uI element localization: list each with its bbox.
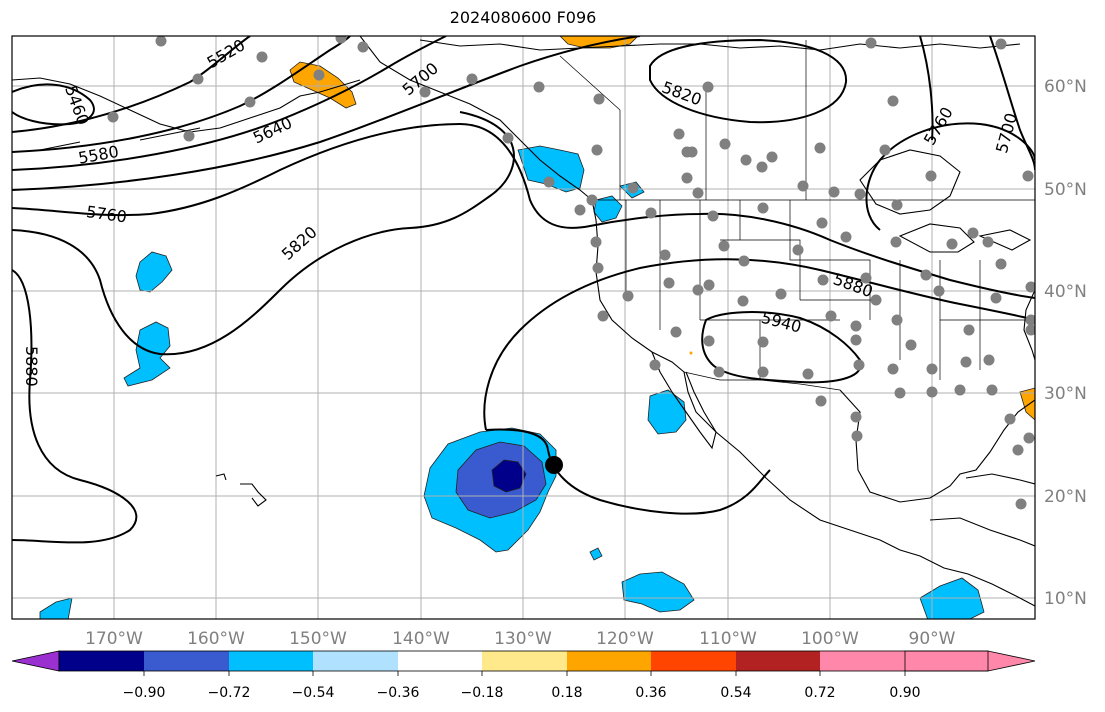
colorbar: −0.90 −0.72 −0.54 −0.36 −0.18 0.18 0.36 …: [11, 650, 1036, 701]
lon-label: 130°W: [494, 629, 552, 649]
colorbar-tick-label: 0.54: [720, 685, 751, 701]
colorbar-segment: [398, 651, 482, 671]
lon-label: 100°W: [801, 629, 859, 649]
colorbar-segment: [313, 651, 398, 671]
longitude-labels: 170°W 160°W 150°W 140°W 130°W 120°W 110°…: [85, 629, 956, 649]
lon-label: 160°W: [187, 629, 245, 649]
latitude-labels: 10°N 20°N 30°N 40°N 50°N 60°N: [1044, 77, 1087, 609]
colorbar-tick-label: 0.72: [804, 685, 835, 701]
colorbar-tick-label: −0.18: [461, 685, 504, 701]
lon-label: 150°W: [289, 629, 347, 649]
colorbar-segment: [482, 651, 567, 671]
station-markers: [107, 36, 1035, 510]
lat-label: 50°N: [1044, 180, 1087, 200]
colorbar-segment: [144, 651, 229, 671]
coastlines: [12, 36, 1035, 607]
lon-label: 120°W: [596, 629, 654, 649]
small-anomaly-dot: [689, 351, 693, 355]
colorbar-segment: [567, 651, 651, 671]
graticule: [12, 36, 1035, 619]
map-frame: [11, 35, 1036, 620]
lat-label: 20°N: [1044, 487, 1087, 507]
colorbar-tick-label: 0.90: [889, 685, 920, 701]
colorbar-tick-label: 0.36: [635, 685, 666, 701]
cyclone-center-marker: [545, 456, 563, 474]
lat-label: 60°N: [1044, 77, 1087, 97]
lat-label: 10°N: [1044, 589, 1087, 609]
colorbar-segment: [820, 651, 905, 671]
map-title: 2024080600 F096: [449, 8, 597, 27]
colorbar-tick-label: −0.72: [208, 685, 251, 701]
lon-label: 140°W: [392, 629, 450, 649]
colorbar-tick-label: −0.54: [292, 685, 335, 701]
colorbar-segment: [59, 651, 144, 671]
lat-label: 30°N: [1044, 384, 1087, 404]
lat-label: 40°N: [1044, 282, 1087, 302]
colorbar-extend-high: [904, 650, 1036, 672]
lon-label: 90°W: [909, 629, 956, 649]
colorbar-segment: [651, 651, 736, 671]
colorbar-tick-label: 0.18: [551, 685, 582, 701]
colorbar-tick-label: −0.36: [377, 685, 420, 701]
colorbar-segment: [229, 651, 313, 671]
lon-label: 170°W: [85, 629, 143, 649]
lon-label: 110°W: [699, 629, 757, 649]
contour-label: 5880: [22, 346, 41, 387]
colorbar-tick-label: −0.90: [123, 685, 166, 701]
colorbar-extend-low: [11, 650, 60, 672]
colorbar-segment: [736, 651, 820, 671]
